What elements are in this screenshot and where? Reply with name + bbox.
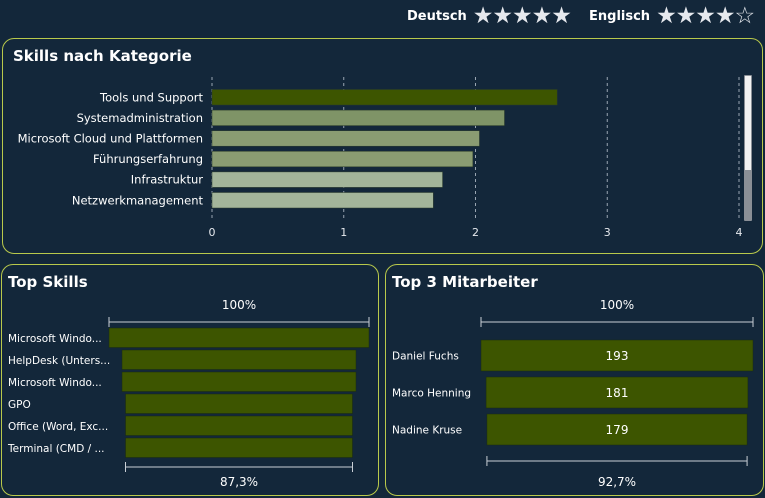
x-tick-label: 4 bbox=[736, 226, 743, 239]
funnel-category-label: GPO bbox=[8, 399, 31, 411]
language-rating-englisch: Englisch ★★★★☆ bbox=[589, 3, 755, 29]
funnel-category-label: Daniel Fuchs bbox=[392, 351, 459, 363]
funnel-category-label: Microsoft Windo... bbox=[8, 333, 102, 345]
funnel-category-label: HelpDesk (Unters... bbox=[8, 355, 110, 367]
x-tick-label: 3 bbox=[604, 226, 611, 239]
skills-category-chart: 0 1 2 3 4 Tools und Support Systemadministrati… bbox=[18, 77, 743, 239]
bar bbox=[211, 130, 480, 147]
funnel-top-label: 100% bbox=[600, 298, 634, 312]
star-rating-icon: ★★★★☆ bbox=[656, 3, 755, 29]
funnel-top-label: 100% bbox=[222, 298, 256, 312]
x-tick-label: 0 bbox=[209, 226, 216, 239]
scrollbar-thumb[interactable] bbox=[745, 76, 751, 170]
bar bbox=[211, 171, 443, 188]
language-name: Englisch bbox=[589, 8, 651, 24]
language-ratings-bar: Deutsch ★★★★★ Englisch ★★★★☆ bbox=[0, 0, 765, 32]
bar bbox=[211, 151, 474, 168]
bar bbox=[211, 109, 505, 126]
funnel-category-label: Office (Word, Exc... bbox=[8, 421, 108, 433]
funnel-bar bbox=[108, 327, 370, 348]
language-rating-deutsch: Deutsch ★★★★★ bbox=[407, 3, 572, 29]
funnel-bar bbox=[121, 349, 357, 370]
top-skills-card: Top Skills 100% Microsoft Windo... HelpDes… bbox=[1, 264, 379, 496]
top-employees-funnel: 100% Daniel Fuchs 193 Marco Henning 181 Nadin… bbox=[392, 298, 754, 489]
bar bbox=[211, 89, 558, 106]
funnel-value-label: 179 bbox=[606, 423, 629, 437]
funnel-category-label: Nadine Kruse bbox=[392, 425, 462, 437]
funnel-bar bbox=[480, 339, 754, 372]
bar bbox=[211, 192, 434, 209]
x-tick-label: 1 bbox=[340, 226, 347, 239]
language-name: Deutsch bbox=[407, 8, 467, 24]
category-label: Führungserfahrung bbox=[93, 152, 203, 166]
funnel-bottom-label: 92,7% bbox=[598, 475, 636, 489]
category-label: Microsoft Cloud und Plattformen bbox=[18, 131, 203, 145]
top-skills-funnel: 100% Microsoft Windo... HelpDesk (Unters..… bbox=[7, 298, 370, 489]
funnel-bar bbox=[121, 371, 357, 392]
star-rating-icon: ★★★★★ bbox=[472, 3, 572, 29]
funnel-value-label: 181 bbox=[606, 386, 629, 400]
funnel-bar bbox=[485, 376, 749, 409]
top-employees-card: Top 3 Mitarbeiter 100% Daniel Fuchs 193 Mar… bbox=[385, 264, 764, 496]
funnel-bar bbox=[486, 413, 748, 446]
category-label: Tools und Support bbox=[99, 90, 203, 104]
card-title: Top Skills bbox=[8, 273, 88, 291]
category-label: Netzwerkmanagement bbox=[72, 193, 204, 207]
funnel-category-label: Marco Henning bbox=[392, 388, 471, 400]
funnel-value-label: 193 bbox=[606, 349, 629, 363]
x-tick-label: 2 bbox=[472, 226, 479, 239]
funnel-bottom-label: 87,3% bbox=[220, 475, 258, 489]
funnel-bar bbox=[125, 437, 353, 458]
funnel-category-label: Microsoft Windo... bbox=[8, 377, 102, 389]
category-label: Systemadministration bbox=[77, 111, 203, 125]
card-title: Top 3 Mitarbeiter bbox=[392, 273, 538, 291]
skills-by-category-card: Skills nach Kategorie 0 1 2 3 4 Tools und Sup… bbox=[2, 38, 763, 254]
funnel-bar bbox=[125, 393, 353, 414]
card-title: Skills nach Kategorie bbox=[13, 47, 192, 65]
funnel-category-label: Terminal (CMD / ... bbox=[7, 443, 105, 455]
funnel-bar bbox=[125, 415, 353, 436]
category-label: Infrastruktur bbox=[131, 173, 203, 187]
chart-scrollbar[interactable] bbox=[744, 75, 752, 221]
